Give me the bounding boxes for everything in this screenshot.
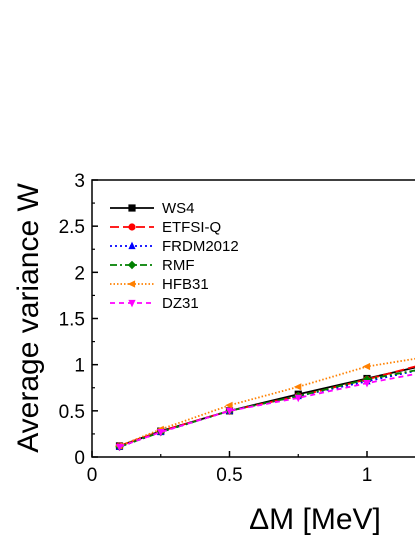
series-rmf	[115, 369, 415, 452]
y-tick-label: 0	[74, 448, 85, 469]
y-axis-title: Average variance W	[12, 183, 45, 453]
y-tick-label: 1	[74, 356, 85, 377]
data-point-dz31	[157, 428, 165, 437]
x-axis-title: ΔM [MeV]	[249, 503, 381, 536]
legend-label: WS4	[162, 200, 195, 217]
legend-entry-etfsi-q: ETFSI-Q	[110, 219, 221, 236]
data-point-dz31	[294, 394, 302, 403]
data-point-dz31	[225, 407, 234, 416]
series-ws4	[115, 366, 415, 450]
series-frdm2012	[115, 370, 415, 450]
ticks-layer: 00.511.5200.511.522.53	[59, 171, 373, 486]
legend-swatch-marker	[128, 204, 136, 212]
legend-entry-frdm2012: FRDM2012	[110, 238, 239, 255]
data-point-dz31	[363, 380, 371, 388]
legend: WS4 ETFSI-Q FRDM2012 RMF HFB31 DZ31	[110, 200, 239, 312]
series-layer	[115, 357, 415, 452]
legend-label: DZ31	[162, 295, 199, 312]
x-tick-label: 0.5	[216, 465, 242, 486]
legend-label: FRDM2012	[162, 238, 239, 255]
series-dz31	[115, 373, 415, 452]
legend-swatch-marker	[127, 260, 137, 270]
legend-swatch-marker	[128, 223, 136, 231]
legend-swatch-marker	[128, 299, 136, 308]
legend-entry-ws4: WS4	[110, 200, 195, 217]
data-point-hfb31	[225, 401, 233, 409]
legend-entry-hfb31: HFB31	[110, 276, 209, 293]
legend-label: HFB31	[162, 276, 209, 293]
legend-entry-dz31: DZ31	[110, 295, 199, 312]
data-point-hfb31	[293, 383, 302, 391]
series-hfb31	[115, 357, 415, 450]
x-tick-label: 1	[362, 465, 373, 486]
legend-label: ETFSI-Q	[162, 219, 221, 236]
y-tick-label: 2.5	[59, 217, 85, 238]
plot-frame	[91, 179, 415, 458]
data-point-dz31	[115, 443, 124, 452]
series-etfsi-q	[115, 365, 415, 450]
series-line-dz31	[119, 373, 415, 448]
y-tick-label: 3	[74, 171, 85, 192]
legend-swatch-marker	[128, 241, 136, 250]
legend-label: RMF	[162, 257, 195, 274]
x-tick-label: 0	[87, 465, 98, 486]
y-tick-label: 0.5	[59, 402, 85, 423]
y-tick-label: 2	[74, 263, 85, 284]
data-point-hfb31	[362, 362, 371, 371]
legend-swatch-marker	[127, 280, 136, 288]
y-tick-label: 1.5	[59, 310, 85, 331]
legend-entry-rmf: RMF	[110, 257, 195, 274]
